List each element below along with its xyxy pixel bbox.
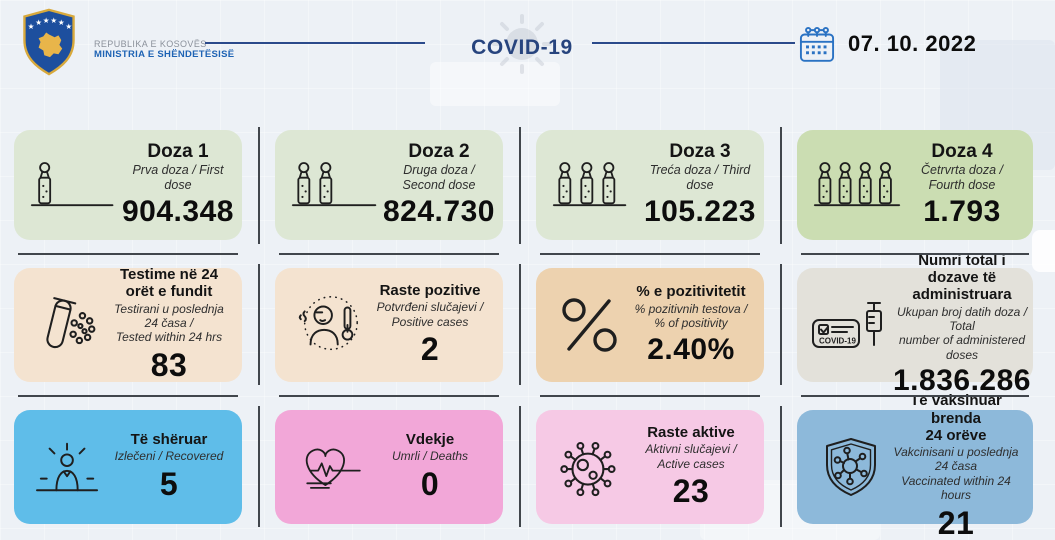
card-subtitle: Testirani u poslednja 24 časa / Tested w… bbox=[114, 301, 224, 345]
card-subtitle: % pozitivnih testova / % of positivity bbox=[634, 301, 748, 331]
card-title: Raste aktive bbox=[647, 423, 735, 441]
separator-line bbox=[540, 253, 760, 255]
card-value: 2 bbox=[420, 331, 440, 368]
report-date: 07. 10. 2022 bbox=[848, 31, 977, 56]
card-title: Doza 4 bbox=[931, 140, 993, 162]
separator-line bbox=[519, 264, 521, 385]
separator-line bbox=[780, 264, 782, 385]
card-value: 23 bbox=[672, 473, 710, 510]
card-value: 824.730 bbox=[383, 195, 495, 229]
ampoule-1-icon bbox=[26, 161, 122, 209]
svg-text:★: ★ bbox=[35, 18, 42, 27]
card-subtitle: Prva doza / First dose bbox=[132, 163, 224, 193]
separator-line bbox=[258, 127, 260, 244]
report-date-block: 07. 10. 2022 bbox=[798, 24, 976, 64]
svg-text:★: ★ bbox=[50, 16, 57, 25]
card-title: Vdekje bbox=[405, 431, 455, 449]
covid-title-block: COVID-19 bbox=[452, 14, 592, 76]
header-divider-line bbox=[205, 42, 425, 44]
stat-card-deaths: Vdekje Umrli / Deaths 0 bbox=[275, 410, 503, 524]
card-value: 2.40% bbox=[647, 332, 735, 366]
separator-line bbox=[279, 253, 499, 255]
card-subtitle: Potvrđeni slučajevi / Positive cases bbox=[376, 300, 484, 329]
card-value: 0 bbox=[420, 465, 440, 502]
svg-text:★: ★ bbox=[28, 22, 35, 31]
shield-virus-icon bbox=[809, 435, 893, 499]
card-title: Të vaksinuar brenda 24 orëve bbox=[910, 392, 1002, 444]
separator-line bbox=[780, 406, 782, 527]
kosovo-emblem-icon: ★ ★ ★ ★ ★ ★ bbox=[23, 8, 75, 76]
svg-text:★: ★ bbox=[65, 22, 72, 31]
card-title: % e pozitivitetit bbox=[636, 283, 746, 301]
page-title: COVID-19 bbox=[471, 36, 573, 59]
ampoule-2-icon bbox=[287, 161, 383, 209]
card-value: 83 bbox=[150, 346, 188, 383]
recovered-person-icon bbox=[26, 436, 110, 498]
svg-text:★: ★ bbox=[58, 18, 65, 27]
separator-line bbox=[540, 395, 760, 397]
separator-line bbox=[780, 127, 782, 244]
separator-line bbox=[18, 253, 238, 255]
card-subtitle: Četrvrta doza / Fourth dose bbox=[921, 163, 1003, 193]
republic-label: REPUBLIKA E KOSOVËS bbox=[94, 38, 207, 49]
virus-watermark-icon bbox=[492, 14, 552, 74]
card-subtitle: Aktivni slučajevi / Active cases bbox=[645, 442, 737, 471]
card-title: Testime në 24 orët e fundit bbox=[119, 266, 219, 301]
sick-person-icon bbox=[287, 293, 371, 357]
card-subtitle: Vakcinisani u poslednja 24 časa Vaccinat… bbox=[893, 445, 1019, 503]
stat-card-active-cases: Raste aktive Aktivni slučajevi / Active … bbox=[536, 410, 764, 524]
separator-line bbox=[258, 406, 260, 527]
stat-card-doza-1: Doza 1 Prva doza / First dose 904.348 bbox=[14, 130, 242, 240]
svg-text:★: ★ bbox=[43, 16, 50, 25]
svg-text:COVID-19: COVID-19 bbox=[819, 337, 856, 346]
stats-board: Doza 1 Prva doza / First dose 904.348 Do… bbox=[14, 127, 1033, 540]
card-value: 1.836.286 bbox=[893, 364, 1031, 398]
card-value: 21 bbox=[937, 504, 975, 540]
stat-card-tests-24h: Testime në 24 orët e fundit Testirani u … bbox=[14, 266, 242, 383]
separator-line bbox=[519, 127, 521, 244]
percent-icon bbox=[548, 293, 632, 357]
stat-card-doza-3: Doza 3 Treća doza / Third dose 105.223 bbox=[536, 130, 764, 240]
separator-line bbox=[801, 395, 1029, 397]
card-subtitle: Druga doza / Second dose bbox=[402, 163, 476, 193]
calendar-icon bbox=[799, 26, 835, 62]
card-title: Doza 2 bbox=[408, 140, 470, 162]
stat-card-doza-4: Doza 4 Četrvrta doza / Fourth dose 1.793 bbox=[797, 130, 1033, 240]
stat-card-doza-2: Doza 2 Druga doza / Second dose 824.730 bbox=[275, 130, 503, 240]
card-title: Doza 1 bbox=[147, 140, 209, 162]
header: ★ ★ ★ ★ ★ ★ REPUBLIKA E KOSOVËS MINISTRIA E … bbox=[0, 0, 1055, 96]
separator-line bbox=[801, 253, 1029, 255]
card-title: Doza 3 bbox=[669, 140, 731, 162]
virus-icon bbox=[548, 434, 632, 500]
card-value: 5 bbox=[159, 465, 179, 502]
card-subtitle: Umrli / Deaths bbox=[391, 449, 468, 464]
card-value: 1.793 bbox=[923, 195, 1001, 229]
stat-card-vaccinated-24h: Të vaksinuar brenda 24 orëve Vakcinisani… bbox=[797, 392, 1033, 540]
separator-line bbox=[279, 395, 499, 397]
card-subtitle: Ukupan broj datih doza / Total number of… bbox=[896, 304, 1028, 362]
card-value: 105.223 bbox=[644, 195, 756, 229]
separator-line bbox=[18, 395, 238, 397]
stat-card-recovered: Të shëruar Izlečeni / Recovered 5 bbox=[14, 410, 242, 524]
separator-line bbox=[258, 264, 260, 385]
card-title: Raste pozitive bbox=[379, 281, 481, 299]
stat-card-positivity-rate: % e pozitivitetit % pozitivnih testova /… bbox=[536, 268, 764, 382]
test-tube-icon bbox=[26, 292, 110, 358]
header-divider-line bbox=[592, 42, 795, 44]
heart-ecg-icon bbox=[287, 438, 371, 496]
ampoule-3-icon bbox=[548, 161, 644, 209]
ministry-logo: ★ ★ ★ ★ ★ ★ REPUBLIKA E KOSOVËS MINISTRIA E … bbox=[18, 8, 234, 76]
card-subtitle: Izlečeni / Recovered bbox=[114, 449, 224, 464]
separator-line bbox=[519, 406, 521, 527]
card-value: 904.348 bbox=[122, 195, 234, 229]
card-title: Të shëruar bbox=[130, 431, 208, 449]
stat-card-total-doses: COVID-19 Numri total i dozave të adminis… bbox=[797, 252, 1033, 397]
ministry-label: MINISTRIA E SHËNDETËSISË bbox=[94, 48, 235, 60]
vaccination-card-icon: COVID-19 bbox=[809, 295, 893, 355]
stat-card-positive-cases: Raste pozitive Potvrđeni slučajevi / Pos… bbox=[275, 268, 503, 382]
card-title: Numri total i dozave të administruara bbox=[912, 251, 1012, 304]
ampoule-4-icon bbox=[809, 161, 905, 209]
card-subtitle: Treća doza / Third dose bbox=[649, 163, 751, 193]
